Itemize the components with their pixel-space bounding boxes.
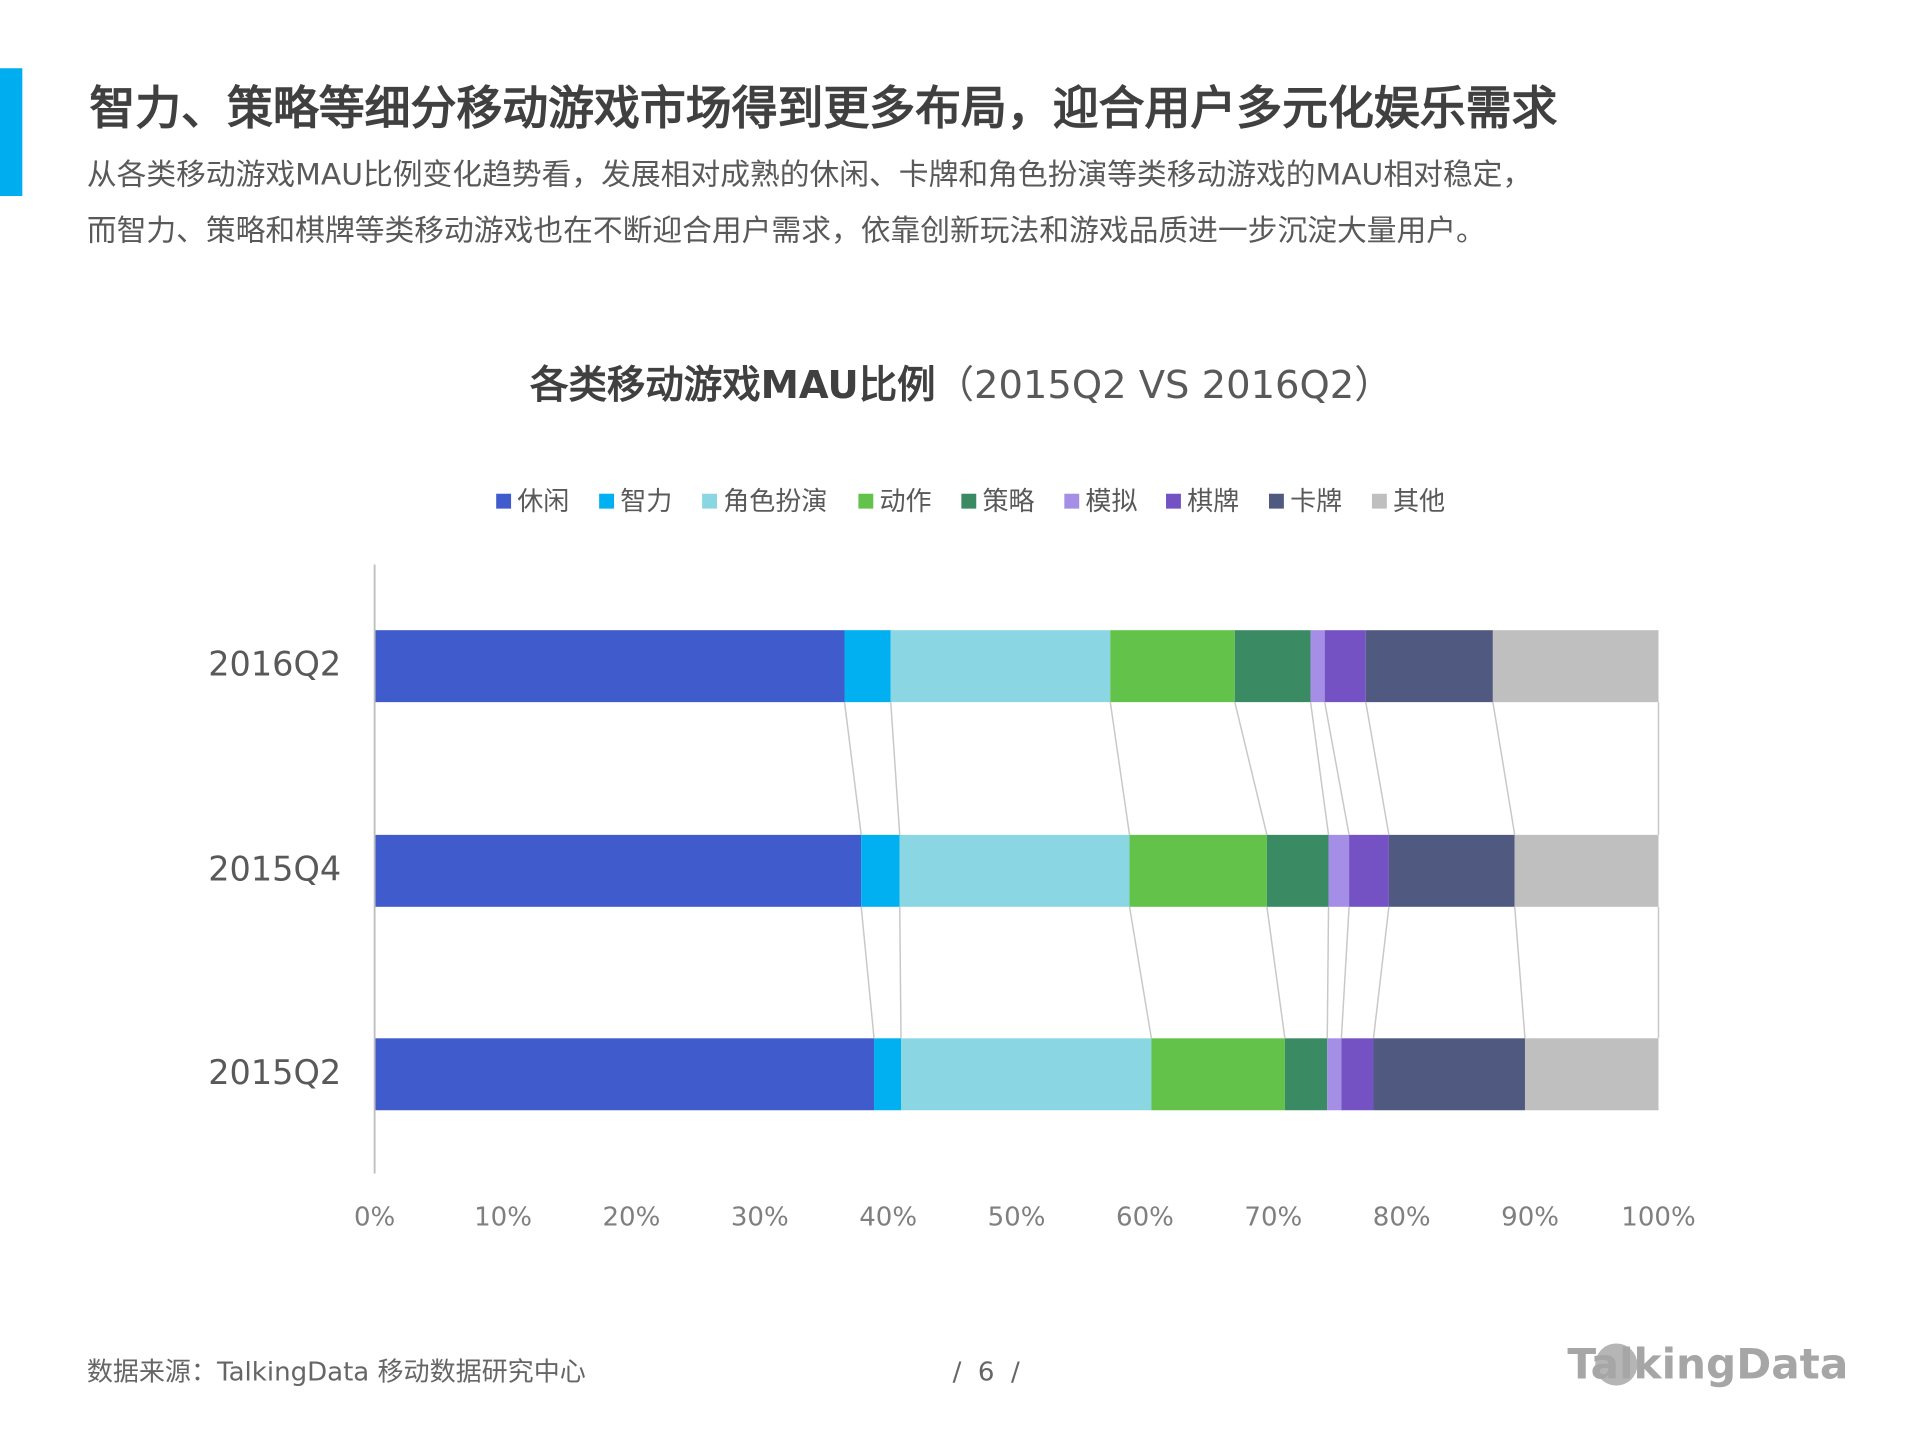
connector [1372,906,1390,1039]
legend-swatch [1166,493,1181,509]
connector [1326,906,1330,1039]
legend-label: 智力 [620,487,672,517]
x-tick-label: 100% [1621,1203,1695,1233]
bar-segment [1324,630,1366,703]
legend-label: 动作 [879,487,931,517]
description: 从各类移动游戏MAU比例变化趋势看，发展相对成熟的休闲、卡牌和角色扮演等类移动游… [87,158,1532,193]
connector [1309,702,1330,835]
connector [1365,702,1390,835]
bar-segment [1110,630,1235,703]
connector [1323,701,1350,835]
x-tick-label: 80% [1373,1203,1431,1233]
legend-label: 角色扮演 [723,487,827,517]
connector [1234,701,1268,836]
legend-swatch [1268,493,1284,509]
connector [889,702,901,835]
bar-segment [1365,630,1493,703]
bar-segment [1266,834,1329,907]
page-number: / 6 / [953,1358,1020,1388]
chart-title-main: 各类移动游戏MAU比例 [530,363,936,408]
bar-segment [1492,630,1659,703]
bar-segment [1234,630,1311,703]
bar-segment [1284,1038,1328,1111]
x-tick-label: 50% [988,1203,1046,1233]
slide-title: 智力、策略等细分移动游戏市场得到更多布局，迎合用户多元化娱乐需求 [89,81,1557,135]
legend-label: 模拟 [1085,487,1137,517]
connector [860,906,875,1039]
logo: TalkingData [1567,1340,1848,1389]
logo-icon [1595,1343,1638,1386]
x-tick-label: 90% [1501,1203,1559,1233]
bar-segment [1341,1038,1374,1111]
bar-segment [1328,834,1350,907]
bar-segment [1524,1038,1659,1111]
x-tick-label: 60% [1116,1203,1174,1233]
chart-title: 各类移动游戏MAU比例（2015Q2 VS 2016Q2） [530,363,1393,408]
y-tick-label: 2016Q2 [208,645,341,684]
bar-segment [861,834,900,907]
legend-swatch [961,493,977,509]
bar-segment [1151,1038,1285,1111]
description: 而智力、策略和棋牌等类移动游戏也在不断迎合用户需求，依靠创新玩法和游戏品质进一步… [87,213,1486,248]
bar-segment [1310,630,1325,703]
legend-swatch [702,493,717,509]
x-tick-label: 30% [731,1203,789,1233]
source: 数据来源：TalkingData 移动数据研究中心 [87,1358,586,1388]
legend-swatch [858,493,874,509]
connector [1266,906,1286,1039]
bar-segment [874,1038,902,1111]
bar-segment [374,834,862,907]
x-tick-label: 70% [1244,1203,1302,1233]
bar-segment [374,1038,875,1111]
bar-segment [1388,834,1515,907]
bar-segment [1327,1038,1342,1111]
legend-label: 休闲 [517,487,569,517]
bar-segment [844,630,891,703]
bar-segment [1373,1038,1525,1111]
legend-swatch [1064,493,1080,509]
bar-segment [1514,834,1659,907]
connector [1128,906,1153,1039]
bar-segment [899,834,1130,907]
bar-segment [890,630,1111,703]
legend-swatch [1371,493,1387,509]
x-tick-label: 40% [859,1203,917,1233]
legend-label: 棋牌 [1187,487,1239,517]
y-tick-label: 2015Q2 [208,1053,341,1092]
bar-segment [1349,834,1389,907]
connector [1492,702,1516,835]
legend-swatch [599,493,615,509]
accent-bar [0,68,23,197]
connector [1513,906,1526,1039]
connector [898,906,902,1039]
chart-title-note: （2015Q2 VS 2016Q2） [936,363,1393,408]
x-tick-label: 0% [354,1203,395,1233]
x-tick-label: 10% [474,1203,532,1233]
bar-segment [1129,834,1267,907]
y-tick-label: 2015Q4 [208,849,341,888]
bar-segment [374,630,845,703]
connector [843,702,862,835]
bar-segment [901,1038,1152,1111]
connector [1109,702,1131,835]
legend-label: 其他 [1393,487,1445,517]
legend-label: 卡牌 [1290,487,1342,517]
x-tick-label: 20% [602,1203,660,1233]
connector [1340,906,1350,1039]
legend-label: 策略 [982,487,1034,517]
legend-swatch [496,493,512,509]
